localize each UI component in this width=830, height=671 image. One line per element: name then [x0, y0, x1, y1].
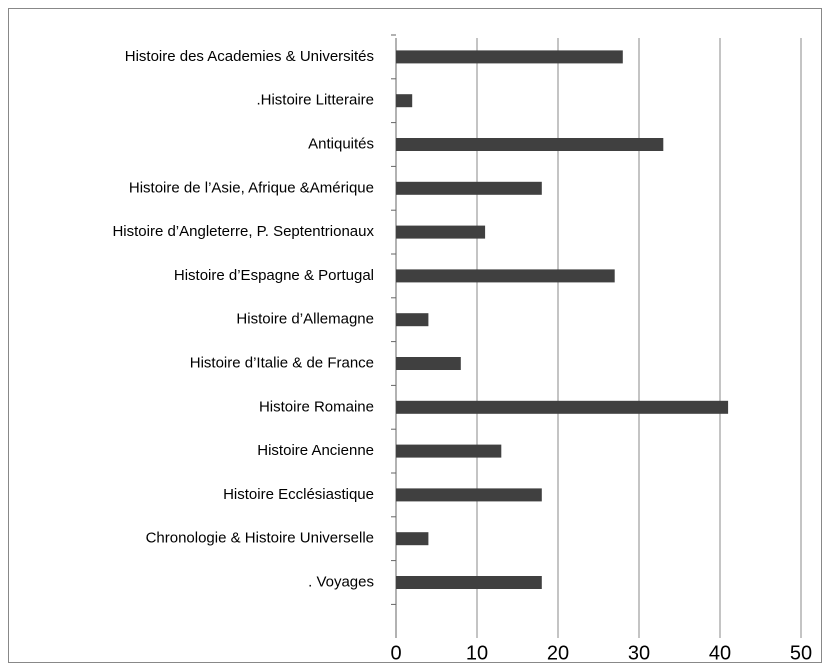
x-tick-label: 20 [547, 642, 569, 664]
chart-border [8, 8, 822, 663]
y-tick-label: Histoire d’Angleterre, P. Septentrionaux [112, 223, 374, 240]
y-tick-label: Histoire Romaine [259, 398, 374, 415]
bar [396, 444, 502, 458]
bar [396, 138, 664, 151]
y-tick-label: Histoire Ecclésiastique [223, 486, 374, 503]
y-tick-label: Histoire de l’Asie, Afrique &Amérique [129, 179, 374, 196]
bar [396, 181, 542, 195]
y-tick-label: Chronologie & Histoire Universelle [146, 530, 374, 547]
bar [396, 357, 461, 370]
x-tick-label: 0 [390, 642, 401, 664]
y-tick-label: Histoire d’Allemagne [236, 311, 374, 328]
y-tick-label: . Voyages [308, 573, 374, 590]
y-tick-label: Histoire d’Italie & de France [190, 354, 374, 371]
bar [396, 94, 413, 108]
x-tick-label: 50 [790, 642, 812, 664]
bar [396, 400, 729, 414]
bar [396, 50, 623, 64]
y-tick-label: Histoire des Academies & Universités [125, 48, 374, 65]
y-tick-label: Antiquités [308, 135, 374, 152]
x-tick-label: 30 [628, 642, 650, 664]
y-tick-label: .Histoire Litteraire [256, 92, 374, 109]
x-tick-label: 10 [466, 642, 488, 664]
bar [396, 576, 542, 589]
x-tick-label: 40 [709, 642, 731, 664]
bar [396, 313, 429, 327]
bar [396, 269, 615, 283]
bar [396, 225, 486, 239]
bar [396, 532, 429, 546]
y-tick-label: Histoire d’Espagne & Portugal [174, 267, 374, 284]
y-tick-label: Histoire Ancienne [257, 442, 374, 459]
bar [396, 488, 542, 502]
